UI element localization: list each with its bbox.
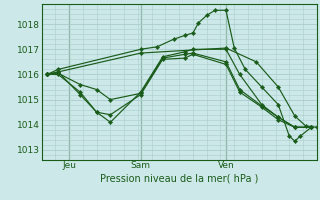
X-axis label: Pression niveau de la mer( hPa ): Pression niveau de la mer( hPa ) (100, 173, 258, 183)
